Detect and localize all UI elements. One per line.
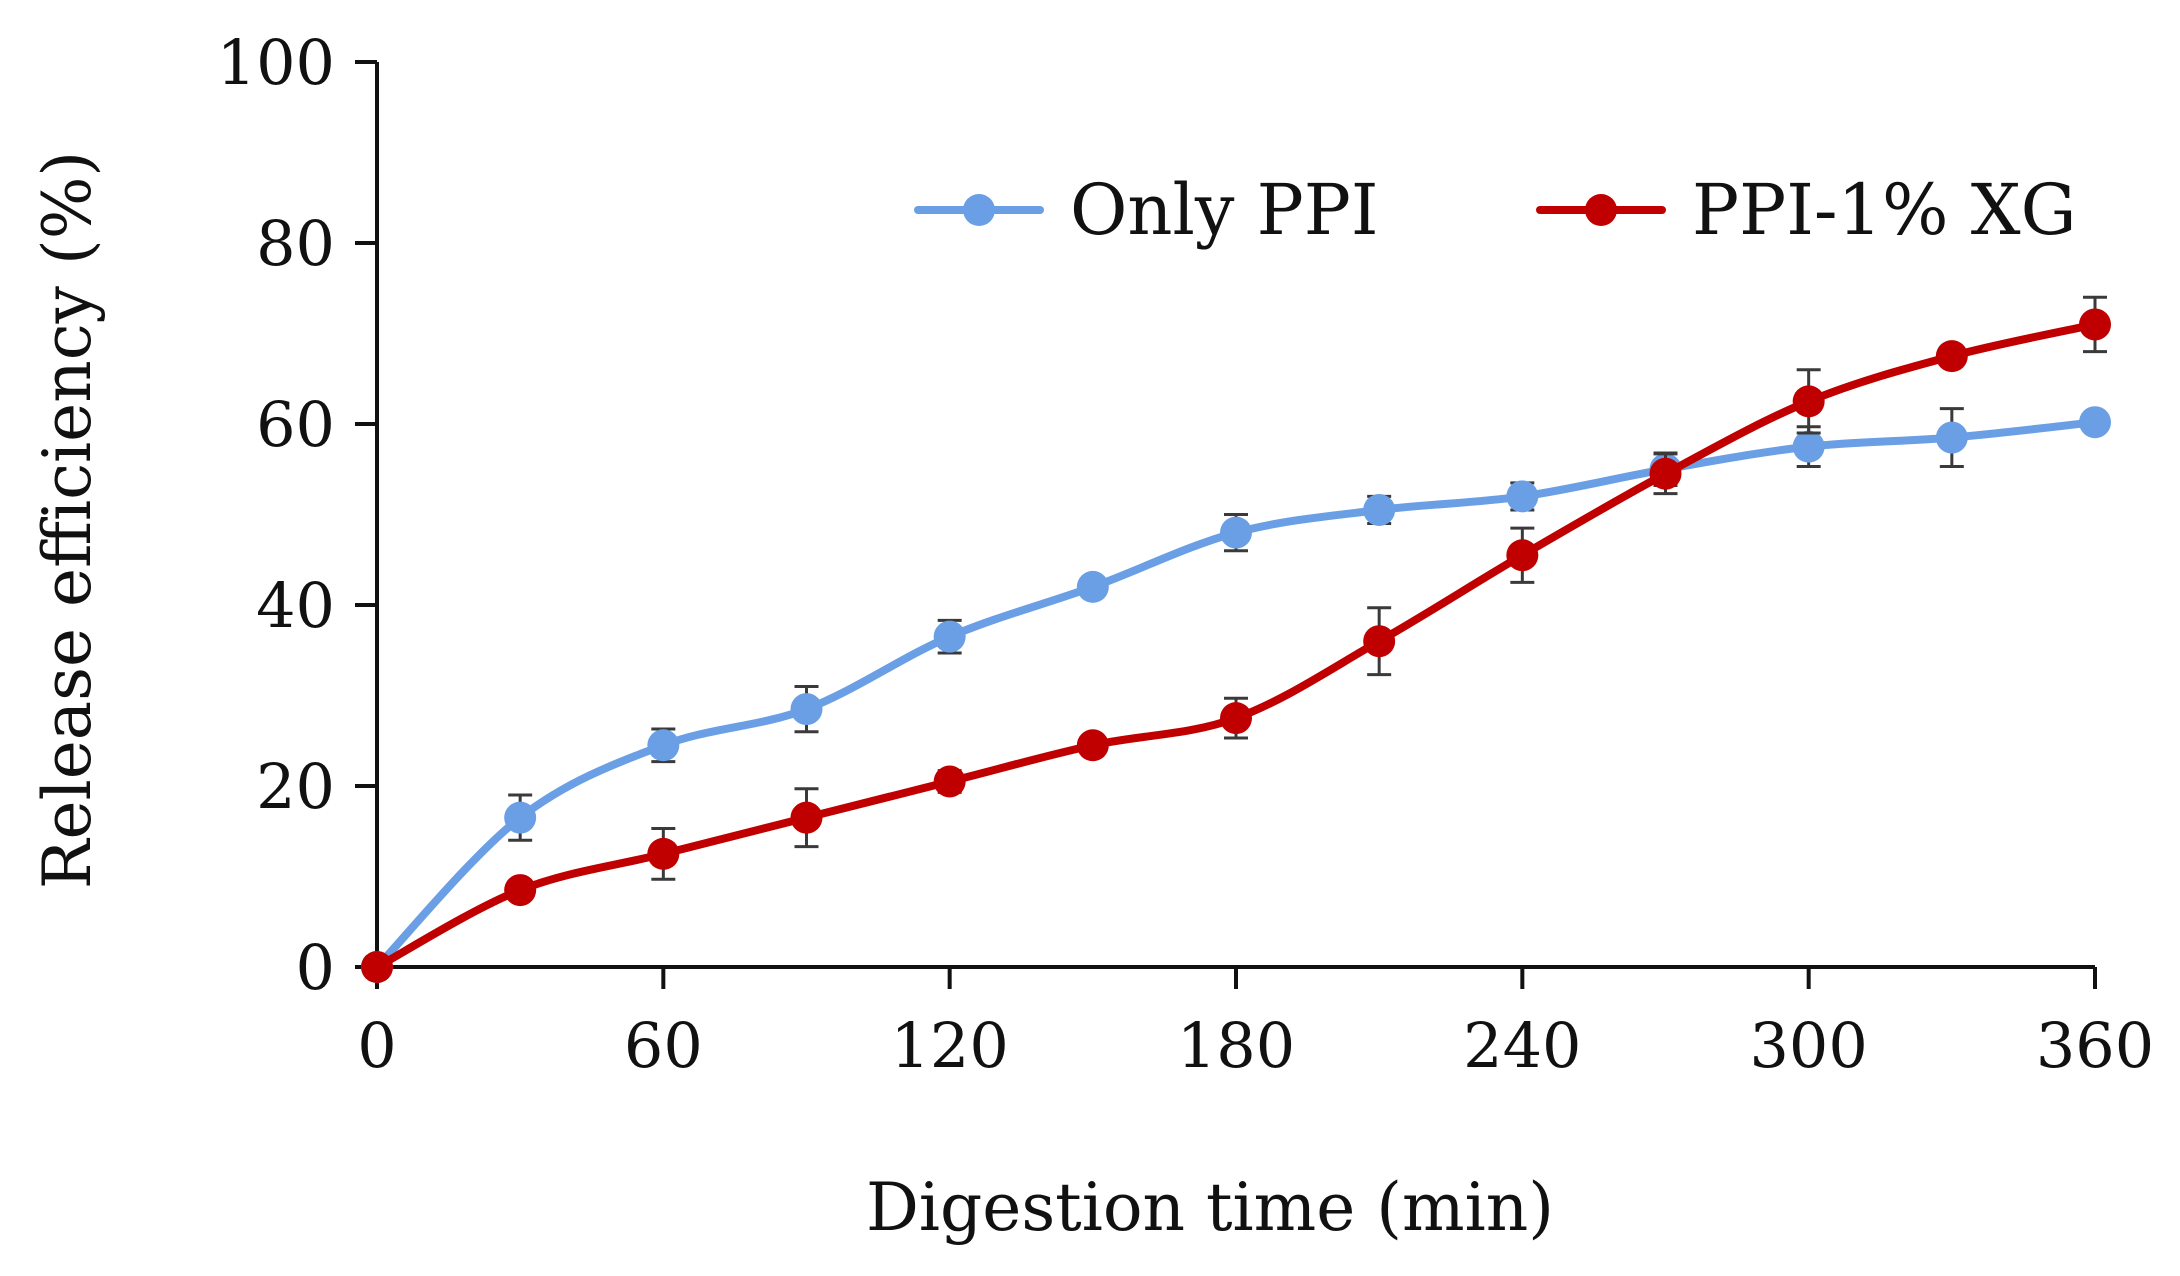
y-tick-label: 60 [256,388,335,461]
legend-label: PPI-1% XG [1692,169,2077,251]
axes: 0 20 40 60 80 100 0 60 120 180 240 300 360 [217,26,2155,1082]
x-axis-title: Digestion time (min) [866,1169,1554,1246]
legend-item: PPI-1% XG [1536,169,2077,251]
series-layer [361,295,2111,983]
x-tick-label: 300 [1749,1009,1867,1082]
y-tick-label: 20 [256,750,335,823]
series-line [373,418,2099,971]
x-tick-label: 360 [2036,1009,2154,1082]
data-point [504,801,537,834]
series-ppi-1pct-xg [361,295,2111,983]
series-line [373,320,2099,971]
x-tick-label: 0 [357,1009,396,1082]
data-point [1363,493,1396,526]
data-point [1076,570,1109,603]
data-point [1792,385,1825,418]
data-point [361,951,393,983]
data-point [933,620,966,653]
x-tick-label: 120 [890,1009,1008,1082]
data-point [1506,480,1539,513]
legend-label: Only PPI [1070,169,1379,251]
legend-swatch-marker [1585,194,1617,226]
x-tick-label: 240 [1463,1009,1581,1082]
data-point [790,693,823,726]
data-point [647,729,680,762]
data-point [790,801,823,834]
data-point [933,765,966,798]
legend-swatch-marker [963,194,995,226]
legend: Only PPI PPI-1% XG [914,169,2077,251]
data-point [1220,702,1252,735]
data-point [1649,457,1682,490]
data-point [1935,340,1968,373]
x-tick-label: 180 [1177,1009,1295,1082]
data-point [1935,421,1968,454]
y-tick-label: 100 [217,26,335,99]
data-point [504,874,537,907]
legend-item: Only PPI [914,169,1379,251]
data-point [1076,729,1109,762]
data-point [2079,308,2111,341]
x-tick-label: 60 [624,1009,703,1082]
y-tick-label: 40 [256,569,335,642]
y-tick-label: 0 [296,931,335,1004]
data-point [1363,625,1396,658]
data-point [1506,539,1539,572]
y-axis-title: Release efficiency (%) [29,151,106,889]
y-tick-label: 80 [256,207,335,280]
data-point [2079,406,2111,439]
data-point [1220,516,1252,549]
series-only-ppi [361,406,2111,983]
data-point [647,837,680,870]
data-point [1792,430,1825,463]
